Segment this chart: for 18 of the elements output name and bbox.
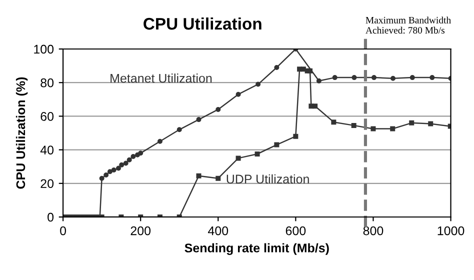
x-tick-label: 1000 [438, 226, 464, 236]
x-tick-label: 800 [363, 226, 384, 236]
x-tick-label: 600 [286, 226, 306, 236]
chart-title: CPU Utilization [144, 17, 262, 30]
x-axis-title: Sending rate limit (Mb/s) [184, 243, 329, 255]
series-label: UDP Utilization [226, 174, 309, 184]
y-tick-label: 60 [40, 112, 54, 121]
text: Metanet Utilization [110, 74, 212, 83]
y-tick-label: 100 [34, 44, 54, 54]
y-tick-label: 0 [48, 212, 54, 222]
ref-line-label: Maximum Bandwidth Achieved: 780 Mb/s [366, 16, 451, 34]
y-tick-label: 80 [40, 78, 54, 88]
x-tick-label: 200 [130, 226, 151, 236]
y-tick-label: 40 [40, 146, 54, 154]
y-tick-label: 20 [40, 179, 54, 188]
x-tick-label: 0 [60, 226, 66, 236]
y-axis-title: CPU Utilization (%) [16, 77, 28, 189]
x-tick-label: 400 [208, 226, 228, 236]
